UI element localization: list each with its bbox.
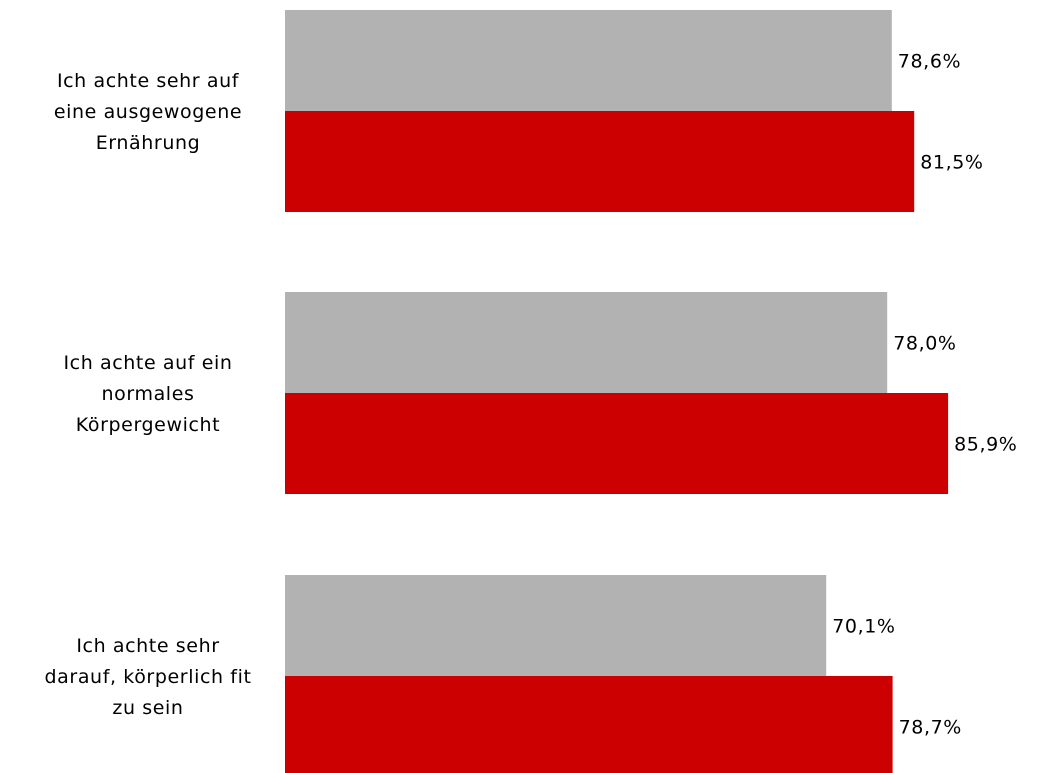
- value-label-series1-cat1: 78,6%: [898, 51, 961, 73]
- bar-series2-cat1: [285, 111, 915, 212]
- bars-layer: [285, 10, 949, 773]
- value-label-series1-cat3: 70,1%: [832, 616, 895, 638]
- bar-series2-cat2: [285, 393, 949, 494]
- category-label-3-line-3: zu sein: [112, 697, 183, 719]
- category-label-2-line-3: Körpergewicht: [76, 414, 220, 436]
- bar-series1-cat3: [285, 575, 827, 676]
- value-label-series2-cat3: 78,7%: [899, 717, 962, 739]
- category-label-1-line-3: Ernährung: [96, 132, 201, 154]
- category-label-2-line-2: normales: [102, 383, 195, 405]
- bar-series1-cat1: [285, 10, 892, 111]
- category-label-3: Ich achte sehr darauf, körperlich fit zu s…: [45, 635, 252, 719]
- category-label-3-line-1: Ich achte sehr: [76, 635, 219, 657]
- category-label-1-line-1: Ich achte sehr auf: [57, 70, 240, 92]
- bar-series2-cat3: [285, 676, 893, 773]
- value-label-series2-cat2: 85,9%: [954, 434, 1017, 456]
- category-label-3-line-2: darauf, körperlich fit: [45, 666, 252, 688]
- labels-layer: 78,6% 81,5% Ich achte sehr auf eine ausgewo…: [45, 51, 1017, 739]
- category-label-2: Ich achte auf ein normales Körpergewicht: [63, 352, 232, 436]
- category-label-1-line-2: eine ausgewogene: [54, 101, 242, 123]
- bar-series1-cat2: [285, 292, 888, 393]
- category-label-2-line-1: Ich achte auf ein: [63, 352, 232, 374]
- value-label-series2-cat1: 81,5%: [920, 152, 983, 174]
- category-label-1: Ich achte sehr auf eine ausgewogene Ernähr…: [54, 70, 242, 154]
- value-label-series1-cat2: 78,0%: [893, 333, 956, 355]
